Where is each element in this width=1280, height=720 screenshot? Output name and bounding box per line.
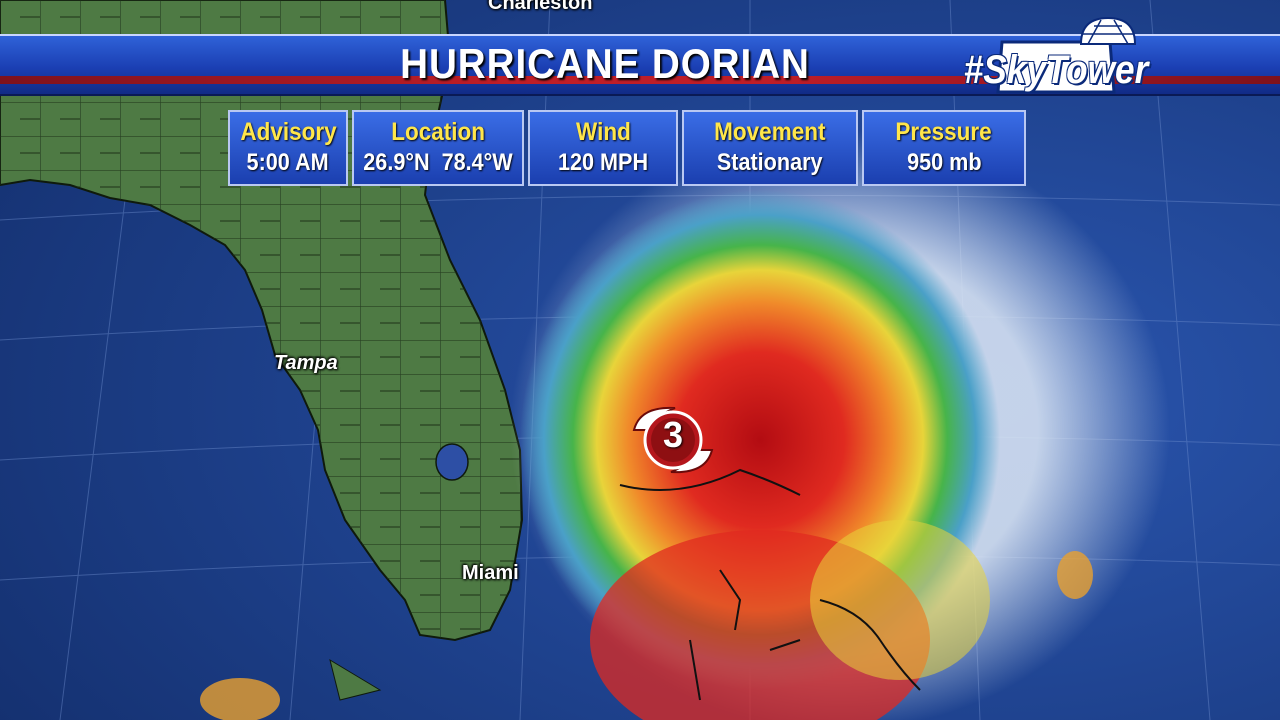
- location-box: Location 26.9°N 78.4°W: [352, 110, 524, 186]
- city-label-charleston: Charleston: [488, 0, 593, 14]
- movement-box: Movement Stationary: [682, 110, 858, 186]
- advisory-info-panel: Advisory 5:00 AM Location 26.9°N 78.4°W …: [228, 110, 1026, 186]
- city-label-tampa: Tampa: [274, 352, 338, 374]
- skytower-logo: [996, 16, 1137, 94]
- pressure-label: Pressure: [895, 118, 993, 146]
- advisory-label: Advisory: [239, 118, 337, 146]
- banner-accent-stripe: [0, 76, 1280, 84]
- location-value: 26.9°N 78.4°W: [363, 149, 513, 176]
- location-label: Location: [391, 118, 485, 146]
- pressure-box: Pressure 950 mb: [862, 110, 1026, 186]
- city-label-miami: Miami: [462, 562, 519, 584]
- movement-value: Stationary: [717, 149, 823, 176]
- wind-label: Wind: [575, 118, 631, 146]
- wind-value: 120 MPH: [557, 149, 649, 176]
- advisory-value: 5:00 AM: [246, 149, 330, 176]
- advisory-box: Advisory 5:00 AM: [228, 110, 348, 186]
- bahamas-islands: [619, 468, 921, 701]
- hurricane-icon: [632, 406, 714, 474]
- radar-dome-icon: [1079, 16, 1137, 45]
- storm-cloud-field: [200, 130, 1170, 720]
- logo-text: #SkyTower: [963, 48, 1149, 92]
- wind-box: Wind 120 MPH: [528, 110, 678, 186]
- storm-title: HURRICANE DORIAN: [400, 40, 810, 87]
- storm-category-number: 3: [662, 414, 684, 455]
- pressure-value: 950 mb: [906, 149, 982, 176]
- movement-label: Movement: [714, 118, 826, 146]
